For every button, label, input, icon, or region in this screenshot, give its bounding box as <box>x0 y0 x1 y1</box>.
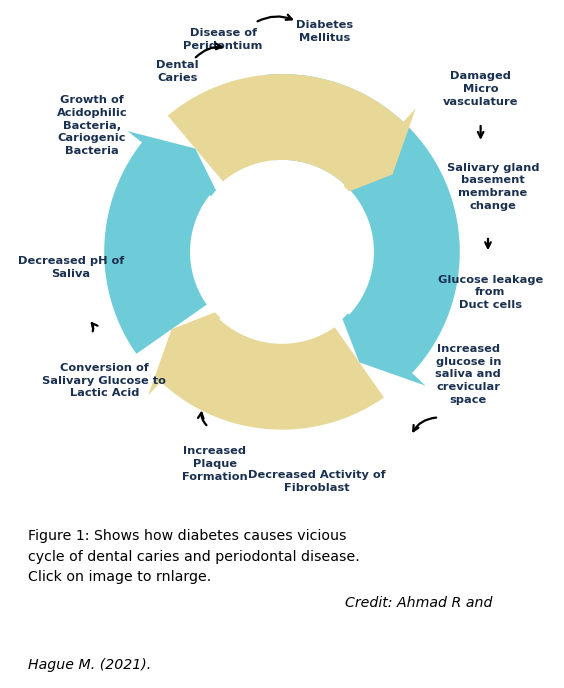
Text: Diabetes
Mellitus: Diabetes Mellitus <box>296 20 354 43</box>
Text: Growth of
Acidophilic
Bacteria,
Cariogenic
Bacteria: Growth of Acidophilic Bacteria, Cariogen… <box>56 95 127 156</box>
Text: Increased
Plaque
Formation: Increased Plaque Formation <box>182 447 248 482</box>
Text: Salivary gland
basement
membrane
change: Salivary gland basement membrane change <box>447 162 539 211</box>
Text: Disease of
Peridontium: Disease of Peridontium <box>183 28 263 51</box>
Polygon shape <box>168 74 416 198</box>
Text: Decreased Activity of
Fibroblast: Decreased Activity of Fibroblast <box>248 470 385 493</box>
Text: Dental
Caries: Dental Caries <box>156 61 199 83</box>
Text: Figure 1: Shows how diabetes causes vicious
cycle of dental caries and periodont: Figure 1: Shows how diabetes causes vici… <box>28 530 360 583</box>
Text: Credit: Ahmad R and: Credit: Ahmad R and <box>345 596 492 610</box>
Text: Decreased pH of
Saliva: Decreased pH of Saliva <box>18 257 124 279</box>
Text: Hague M. (2021).: Hague M. (2021). <box>28 658 151 672</box>
Polygon shape <box>104 131 224 354</box>
Circle shape <box>192 162 372 341</box>
Text: Conversion of
Salivary Glucose to
Lactic Acid: Conversion of Salivary Glucose to Lactic… <box>42 363 166 398</box>
Polygon shape <box>148 305 384 429</box>
Text: Increased
glucose in
saliva and
crevicular
space: Increased glucose in saliva and crevicul… <box>435 344 501 405</box>
Text: Damaged
Micro
vasculature: Damaged Micro vasculature <box>443 71 518 107</box>
Text: Glucose leakage
from
Duct cells: Glucose leakage from Duct cells <box>438 275 543 310</box>
Polygon shape <box>267 74 460 386</box>
